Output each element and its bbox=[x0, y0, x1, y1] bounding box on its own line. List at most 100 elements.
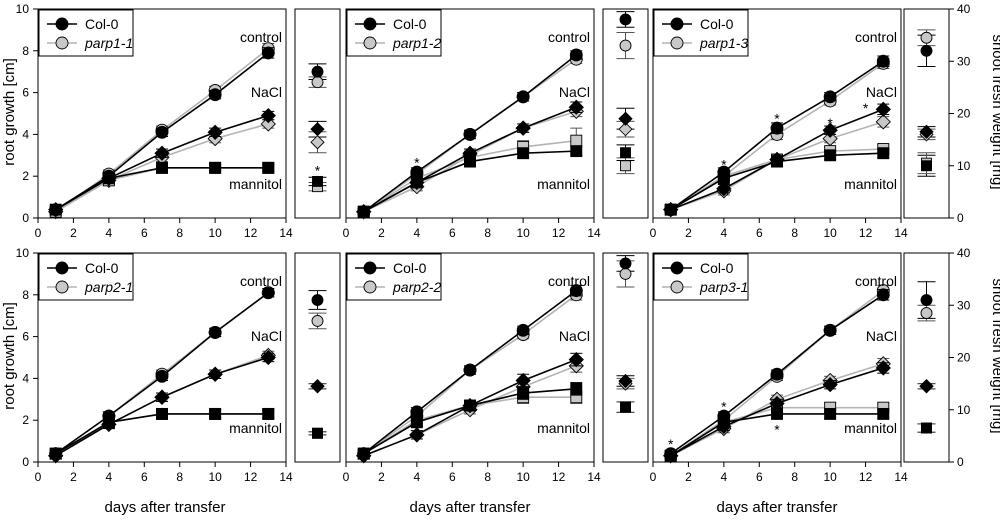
panel-2-x-tick-label-2: 4 bbox=[414, 226, 421, 240]
panel-1-shoot-parp1-1-NaCl-point bbox=[310, 135, 325, 150]
panel-5-annotation-control: control bbox=[548, 273, 590, 289]
panel-4-legend-box bbox=[38, 253, 134, 301]
panel-3-significance-star-0: * bbox=[721, 157, 727, 173]
panel-1-x-ticks: 0 2 4 6 8 10 12 14 bbox=[35, 218, 293, 240]
panel-6-series-Col-0-mannitol-point-0 bbox=[664, 449, 677, 462]
panel-6-significance-star-1: * bbox=[721, 399, 727, 415]
panel-1-x-tick-label-7: 14 bbox=[279, 226, 293, 240]
panel-5-series-Col-0-mannitol-point-2 bbox=[464, 399, 476, 412]
panel-3-legend-label-ref: Col-0 bbox=[700, 16, 734, 32]
panel-1-legend-marker-ref bbox=[55, 17, 69, 31]
panel-1-series-Col-0-control-point-4 bbox=[261, 46, 275, 60]
panel-4-shoot-frame bbox=[294, 252, 341, 463]
panel-3-series-Col-0-control-point-2 bbox=[770, 121, 784, 135]
panel-6-legend-box bbox=[653, 253, 749, 301]
panel-3-annotation-control: control bbox=[855, 29, 897, 45]
panel-5-series-Col-0-mannitol-point-4 bbox=[570, 382, 583, 395]
panel-3-legend-marker-ref bbox=[670, 17, 684, 31]
panel-4-x-tick-label-2: 4 bbox=[106, 470, 113, 484]
panel-1-x-tick-label-4: 8 bbox=[176, 226, 183, 240]
panel-6-x-tick-label-1: 2 bbox=[685, 470, 692, 484]
panel-3-annotation-mannitol: mannitol bbox=[844, 176, 897, 192]
panel-3-x-tick-label-0: 0 bbox=[650, 226, 657, 240]
panel-4-annotation-mannitol: mannitol bbox=[229, 420, 282, 436]
panel-6-x-tick-label-6: 12 bbox=[859, 470, 873, 484]
panels: 0 2 4 6 8 10 12 14 0 2 4 6 8 10 control NaCl mannitol Col… bbox=[16, 2, 971, 484]
panel-4-legend-marker-mutant bbox=[55, 280, 69, 294]
panel-6-series-Col-0-mannitol-point-3 bbox=[824, 407, 837, 420]
panel-4-series-Col-0-NaCl-point-3 bbox=[207, 366, 223, 382]
panel-3-plot-frame bbox=[652, 8, 902, 219]
panel-6-legend-label-ref: Col-0 bbox=[700, 260, 734, 276]
panel-2-annotation-nacl: NaCl bbox=[559, 84, 590, 100]
panel-1-series-Col-0-mannitol-point-0 bbox=[49, 203, 62, 216]
panel-6-legend-marker-mutant bbox=[670, 280, 684, 294]
panel-2-legend-label-mutant: parp1-2 bbox=[392, 35, 441, 51]
panel-3-series-Col-0-NaCl-point-3 bbox=[822, 122, 838, 138]
panel-3-x-tick-label-7: 14 bbox=[894, 226, 908, 240]
panel-4-plot-frame bbox=[37, 252, 287, 463]
panel-6-series-Col-0-mannitol bbox=[664, 407, 890, 462]
panel-5-series-Col-0-mannitol-point-0 bbox=[357, 447, 370, 460]
panel-1-x-tick-label-0: 0 bbox=[35, 226, 42, 240]
panel-3-series-Col-0-NaCl-point-4 bbox=[875, 101, 891, 117]
panel-5-x-tick-label-3: 6 bbox=[449, 470, 456, 484]
panel-5-x-tick-label-5: 10 bbox=[516, 470, 530, 484]
panel-5-series-Col-0-mannitol-point-3 bbox=[517, 387, 530, 399]
panel-2-x-tick-label-0: 0 bbox=[343, 226, 350, 240]
panel-2-series-parp1-2-mannitol-point-4 bbox=[570, 134, 583, 147]
panel-4-series-Col-0-mannitol-point-0 bbox=[49, 447, 62, 460]
panel-5-shoot-parp2-2-control-point bbox=[619, 267, 632, 280]
panel-3-series-Col-0-mannitol-point-0 bbox=[664, 203, 677, 216]
panel-5-legend-label-mutant: parp2-2 bbox=[392, 279, 441, 295]
panel-1-legend-marker-mutant bbox=[55, 36, 69, 50]
panel-4-series-Col-0-NaCl-point-2 bbox=[154, 389, 170, 405]
panel-5-series-Col-0-control-point-4 bbox=[569, 284, 583, 298]
panel-2-significance-star-0: * bbox=[414, 155, 420, 171]
panel-2-legend-marker-mutant bbox=[363, 36, 377, 50]
panel-3-shoot-y-tick-label-3: 30 bbox=[957, 54, 971, 68]
panel-3-legend: Col-0 parp1-3 bbox=[653, 9, 749, 57]
panel-6-shoot-parp3-1-control-point bbox=[920, 307, 933, 320]
panel-3-series-Col-0-mannitol-point-1 bbox=[717, 172, 730, 185]
panel-6-annotation-nacl: NaCl bbox=[866, 328, 897, 344]
panel-4-series-Col-0-mannitol-point-1 bbox=[102, 416, 115, 429]
panel-4-series-Col-0-mannitol-point-3 bbox=[209, 407, 222, 420]
panel-1-y-tick-label-2: 4 bbox=[22, 127, 29, 141]
panel-4-series-Col-0-control-point-3 bbox=[208, 325, 222, 339]
panel-5-series-Col-0-mannitol-point-1 bbox=[410, 416, 423, 429]
panel-1-x-tick-label-2: 4 bbox=[106, 226, 113, 240]
panel-6-annotation-control: control bbox=[855, 273, 897, 289]
panel-4-y-tick-label-3: 6 bbox=[22, 330, 29, 344]
panel-3-series-Col-0-control-point-4 bbox=[876, 54, 890, 68]
panel-5-legend: Col-0 parp2-2 bbox=[346, 253, 442, 301]
panel-1-series-Col-0-control-point-3 bbox=[208, 88, 222, 102]
panel-3-series-Col-0-mannitol-point-2 bbox=[771, 155, 783, 168]
panel-5-series-Col-0-NaCl bbox=[356, 351, 584, 464]
panel-4-y-tick-label-4: 8 bbox=[22, 288, 29, 302]
panel-1-x-tick-label-3: 6 bbox=[141, 226, 148, 240]
panel-3-shoot-Col-0-control-point bbox=[920, 44, 933, 57]
panel-1-legend-label-ref: Col-0 bbox=[85, 16, 119, 32]
panel-5-x-ticks: 0 2 4 6 8 10 12 14 bbox=[343, 462, 601, 484]
panel-2-legend: Col-0 parp1-2 bbox=[346, 9, 442, 57]
panel-3-series-Col-0-NaCl-point-1 bbox=[716, 181, 732, 197]
panel-5-x-tick-label-7: 14 bbox=[587, 470, 601, 484]
panel-2-x-tick-label-1: 2 bbox=[378, 226, 385, 240]
panel-4-legend-label-ref: Col-0 bbox=[85, 260, 119, 276]
panel-1-x-tick-label-5: 10 bbox=[208, 226, 222, 240]
panel-3-x-tick-label-5: 10 bbox=[823, 226, 837, 240]
panel-6-x-tick-label-5: 10 bbox=[823, 470, 837, 484]
panel-6-series-Col-0-NaCl-point-3 bbox=[822, 377, 838, 393]
panel-6-series-Col-0-control-point-3 bbox=[823, 323, 837, 337]
panel-1-series-parp1-1-NaCl-point-4 bbox=[260, 116, 276, 132]
panel-3-shoot-Col-0-mannitol-point bbox=[921, 160, 932, 172]
panel-2-annotation-control: control bbox=[548, 29, 590, 45]
panel-2-series-Col-0-mannitol-point-0 bbox=[357, 205, 370, 218]
panel-3-x-tick-label-1: 2 bbox=[685, 226, 692, 240]
panel-2-shoot-Col-0-control-point bbox=[619, 13, 632, 26]
panel-3-shoot-y-tick-label-0: 0 bbox=[957, 211, 964, 225]
panel-5-shoot-Col-0-NaCl-point bbox=[618, 373, 633, 389]
panel-1-series-Col-0-control-point-2 bbox=[155, 125, 169, 139]
